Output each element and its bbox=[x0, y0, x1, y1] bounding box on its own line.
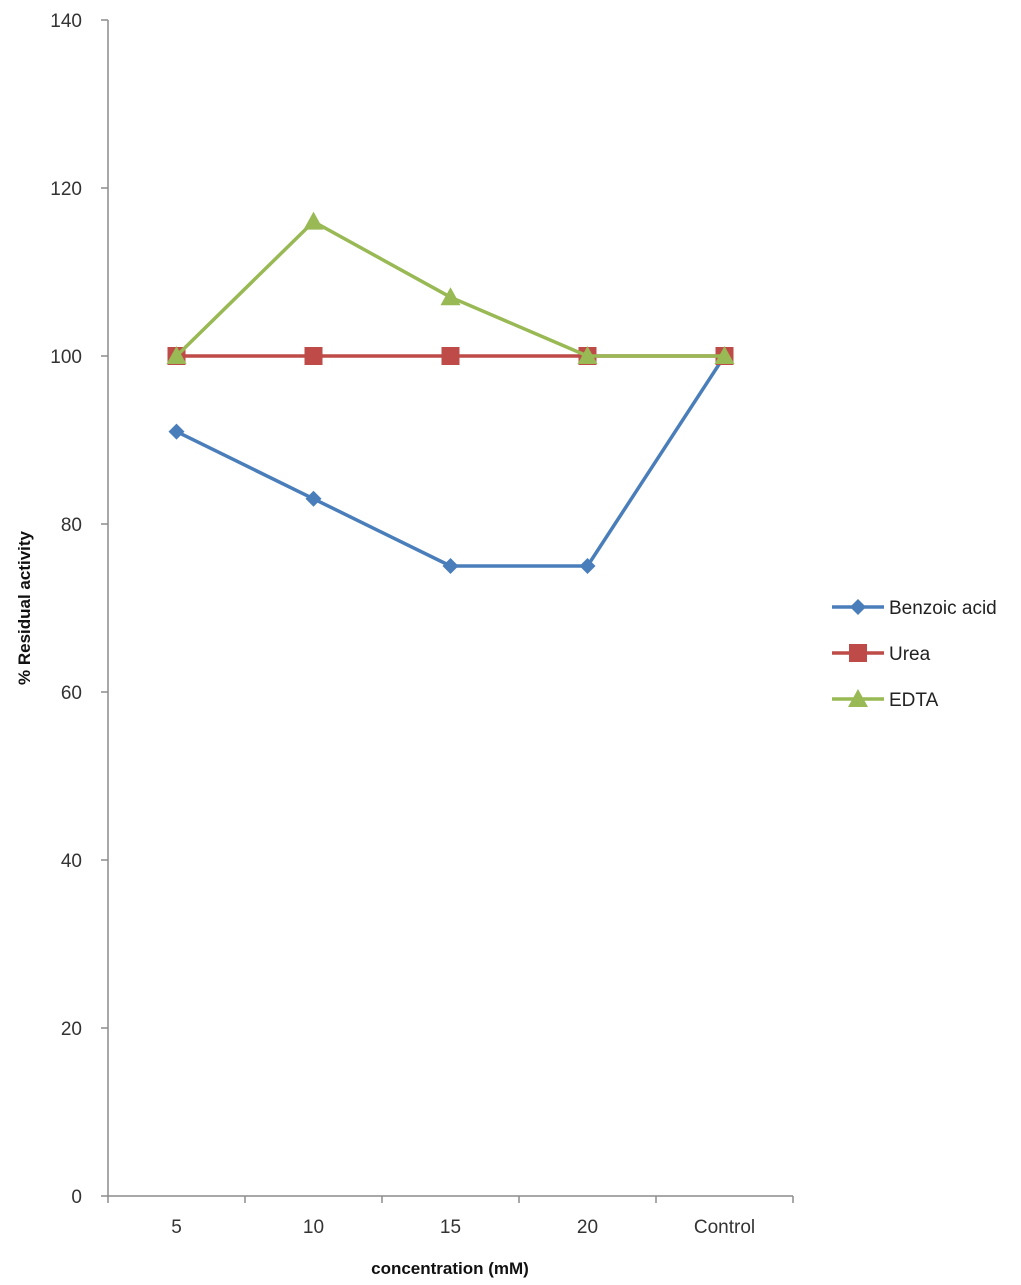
data-point-edta bbox=[166, 346, 187, 364]
data-point-benzoic-acid bbox=[442, 558, 459, 574]
data-point-benzoic-acid bbox=[168, 423, 185, 440]
y-tick-label: 100 bbox=[50, 347, 82, 368]
legend-label: EDTA bbox=[889, 690, 939, 711]
y-tick-label: 40 bbox=[61, 851, 82, 872]
legend-marker bbox=[849, 644, 867, 662]
legend-item-edta: EDTA bbox=[832, 689, 939, 711]
y-tick-label: 120 bbox=[50, 179, 82, 200]
data-point-benzoic-acid bbox=[305, 490, 322, 507]
legend: Benzoic acid Urea EDTA bbox=[832, 598, 997, 711]
y-tick-label: 60 bbox=[61, 683, 82, 704]
x-tick-label: Control bbox=[694, 1217, 755, 1238]
legend-marker bbox=[850, 599, 866, 615]
x-tick-labels: 5 10 15 20 Control bbox=[171, 1217, 755, 1238]
x-axis-title: concentration (mM) bbox=[371, 1259, 529, 1278]
y-tick-label: 80 bbox=[61, 515, 82, 536]
axes bbox=[101, 19, 794, 1203]
y-tick-label: 20 bbox=[61, 1019, 82, 1040]
x-tick-label: 10 bbox=[303, 1217, 324, 1238]
series-benzoic-acid bbox=[168, 348, 733, 574]
y-axis-title: % Residual activity bbox=[15, 530, 34, 685]
legend-label: Benzoic acid bbox=[889, 598, 997, 619]
legend-item-benzoic-acid: Benzoic acid bbox=[832, 598, 997, 619]
series-line-benzoic-acid bbox=[175, 355, 726, 568]
x-tick-label: 20 bbox=[577, 1217, 598, 1238]
legend-marker bbox=[848, 689, 868, 707]
series-edta bbox=[166, 211, 735, 364]
data-point-edta bbox=[714, 346, 735, 364]
y-tick-label: 0 bbox=[71, 1187, 82, 1208]
legend-item-urea: Urea bbox=[832, 644, 931, 665]
data-point-urea bbox=[304, 347, 323, 365]
data-point-edta bbox=[577, 346, 598, 364]
data-point-urea bbox=[441, 347, 460, 365]
y-tick-label: 140 bbox=[50, 11, 82, 32]
y-tick-labels: 0 20 40 60 80 100 120 140 bbox=[50, 11, 82, 1208]
series-layer bbox=[166, 211, 735, 574]
data-point-edta bbox=[440, 287, 461, 306]
x-tick-label: 5 bbox=[171, 1217, 182, 1238]
data-point-benzoic-acid bbox=[579, 558, 596, 574]
x-tick-label: 15 bbox=[440, 1217, 461, 1238]
data-point-edta bbox=[303, 211, 324, 230]
legend-label: Urea bbox=[889, 644, 931, 665]
